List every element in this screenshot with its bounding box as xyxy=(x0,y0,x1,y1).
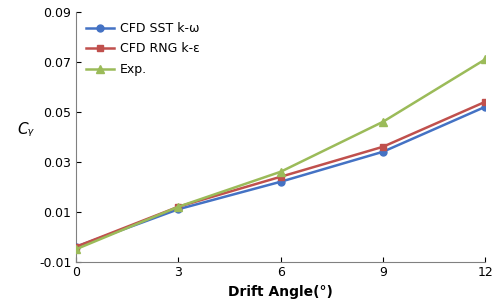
Exp. xyxy=(482,58,488,61)
Exp. xyxy=(176,205,182,209)
Line: CFD RNG k-ε: CFD RNG k-ε xyxy=(72,98,488,250)
CFD SST k-ω xyxy=(176,207,182,211)
X-axis label: Drift Angle(°): Drift Angle(°) xyxy=(228,285,333,299)
Y-axis label: Cᵧ: Cᵧ xyxy=(17,122,33,137)
CFD RNG k-ε xyxy=(73,245,79,248)
CFD RNG k-ε xyxy=(176,205,182,209)
CFD RNG k-ε xyxy=(380,145,386,149)
Exp. xyxy=(278,170,283,174)
CFD SST k-ω xyxy=(482,105,488,109)
Line: CFD SST k-ω: CFD SST k-ω xyxy=(72,103,488,250)
Line: Exp.: Exp. xyxy=(72,55,490,253)
CFD SST k-ω xyxy=(73,245,79,248)
Legend: CFD SST k-ω, CFD RNG k-ε, Exp.: CFD SST k-ω, CFD RNG k-ε, Exp. xyxy=(82,18,204,80)
CFD RNG k-ε xyxy=(278,175,283,179)
Exp. xyxy=(73,247,79,251)
CFD SST k-ω xyxy=(380,150,386,154)
Exp. xyxy=(380,120,386,124)
CFD RNG k-ε xyxy=(482,100,488,104)
CFD SST k-ω xyxy=(278,180,283,184)
